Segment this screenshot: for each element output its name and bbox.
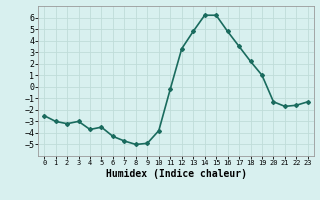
X-axis label: Humidex (Indice chaleur): Humidex (Indice chaleur) bbox=[106, 169, 246, 179]
